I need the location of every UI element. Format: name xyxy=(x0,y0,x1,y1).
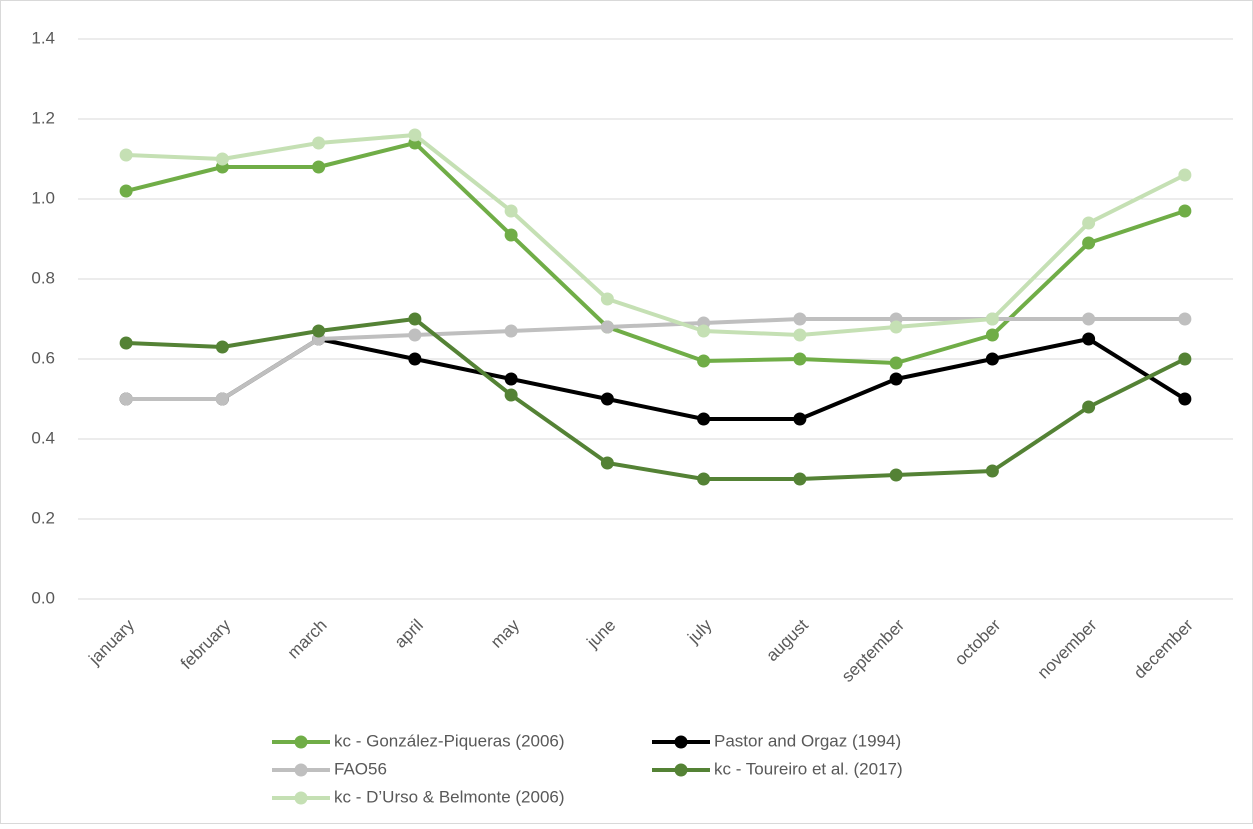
legend-label: FAO56 xyxy=(334,759,387,778)
data-point xyxy=(697,412,711,426)
data-point xyxy=(312,324,326,338)
data-point xyxy=(985,464,999,478)
data-point xyxy=(119,148,133,162)
legend-marker xyxy=(294,763,308,777)
data-point xyxy=(1178,392,1192,406)
legend-marker xyxy=(294,791,308,805)
y-tick-label: 1.2 xyxy=(31,108,55,127)
data-point xyxy=(793,312,807,326)
data-point xyxy=(600,320,614,334)
data-point xyxy=(408,128,422,142)
legend-label: kc - D’Urso & Belmonte (2006) xyxy=(334,787,565,806)
data-point xyxy=(889,320,903,334)
data-point xyxy=(985,328,999,342)
data-point xyxy=(889,356,903,370)
data-point xyxy=(504,388,518,402)
data-point xyxy=(793,352,807,366)
y-tick-label: 1.4 xyxy=(31,28,55,47)
data-point xyxy=(889,372,903,386)
data-point xyxy=(793,328,807,342)
data-point xyxy=(600,456,614,470)
series-line xyxy=(126,317,1185,401)
legend-label: kc - Toureiro et al. (2017) xyxy=(714,759,903,778)
legend-label: kc - González-Piqueras (2006) xyxy=(334,731,565,750)
data-point xyxy=(793,472,807,486)
data-point xyxy=(889,468,903,482)
data-point xyxy=(504,228,518,242)
y-tick-label: 0.4 xyxy=(31,428,55,447)
legend-marker xyxy=(674,763,688,777)
data-point xyxy=(215,340,229,354)
data-point xyxy=(504,204,518,218)
data-point xyxy=(312,160,326,174)
data-point xyxy=(1082,236,1096,250)
data-point xyxy=(697,472,711,486)
data-point xyxy=(1082,400,1096,414)
data-point xyxy=(119,392,133,406)
series-line xyxy=(126,317,1186,481)
data-point xyxy=(504,324,518,338)
data-point xyxy=(312,136,326,150)
data-point xyxy=(697,354,711,368)
data-point xyxy=(600,292,614,306)
series-line xyxy=(126,133,1186,337)
data-point xyxy=(119,184,133,198)
data-point xyxy=(985,312,999,326)
data-point xyxy=(215,392,229,406)
y-tick-label: 0.6 xyxy=(31,348,55,367)
data-point xyxy=(215,152,229,166)
data-point xyxy=(408,312,422,326)
y-tick-label: 1.0 xyxy=(31,188,55,207)
y-tick-label: 0.2 xyxy=(31,508,55,527)
data-point xyxy=(1082,332,1096,346)
data-point xyxy=(1082,216,1096,230)
data-point xyxy=(1178,352,1192,366)
data-point xyxy=(1082,312,1096,326)
data-point xyxy=(408,328,422,342)
data-point xyxy=(600,392,614,406)
data-point xyxy=(1178,168,1192,182)
data-point xyxy=(504,372,518,386)
data-point xyxy=(793,412,807,426)
data-point xyxy=(985,352,999,366)
data-point xyxy=(1178,312,1192,326)
y-tick-label: 0.0 xyxy=(31,588,55,607)
legend-label: Pastor and Orgaz (1994) xyxy=(714,731,901,750)
data-point xyxy=(1178,204,1192,218)
data-point xyxy=(408,352,422,366)
legend-marker xyxy=(674,735,688,749)
data-point xyxy=(697,324,711,338)
data-point xyxy=(119,336,133,350)
legend-marker xyxy=(294,735,308,749)
y-tick-label: 0.8 xyxy=(31,268,55,287)
